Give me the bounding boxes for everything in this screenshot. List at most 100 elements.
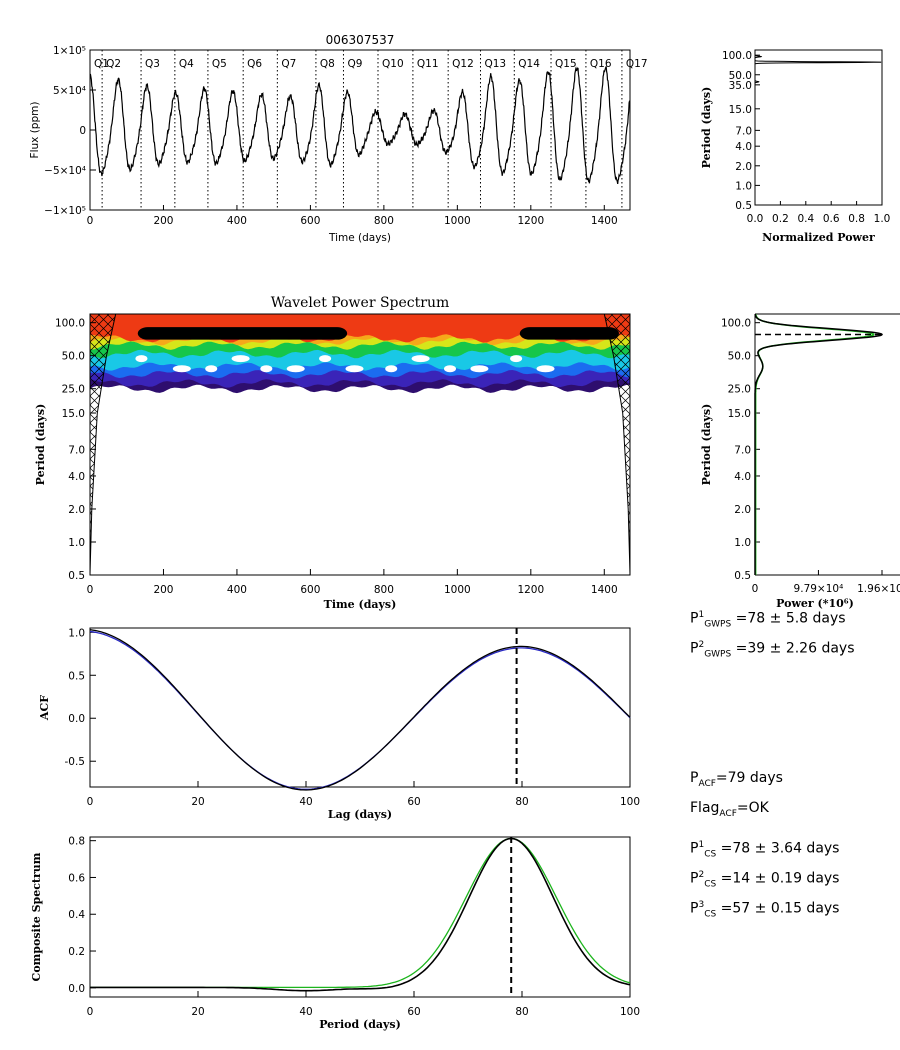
x-tick-label: 1000 <box>444 215 471 227</box>
y-tick-label: 50.0 <box>729 70 752 82</box>
y-tick-label: 0.2 <box>68 946 85 958</box>
lightcurve-series <box>89 66 631 185</box>
periodogram-xlabel: Normalized Power <box>762 231 875 244</box>
lightcurve-ylabel: Flux (ppm) <box>29 102 41 159</box>
x-tick-label: 400 <box>227 215 247 227</box>
quarter-label: Q17 <box>626 58 648 70</box>
result-acf-flag: FlagACF=OK <box>690 800 769 819</box>
composite-xlabel: Period (days) <box>319 1018 401 1031</box>
x-tick-label: 200 <box>153 215 173 227</box>
x-tick-label: 0 <box>87 584 94 596</box>
y-tick-label: 15.0 <box>62 408 85 420</box>
x-tick-label: 1200 <box>517 584 544 596</box>
wavelet-hole <box>444 365 456 373</box>
y-tick-label: 0.5 <box>734 570 751 582</box>
wavelet-hole <box>536 365 555 373</box>
quarter-label: Q3 <box>145 58 160 70</box>
y-tick-label: 1.0 <box>734 537 751 549</box>
y-tick-label: 4.0 <box>68 471 85 483</box>
wavelet-hole <box>172 365 191 373</box>
x-tick-label: 9.79×10⁴ <box>794 583 844 595</box>
quarter-label: Q16 <box>590 58 612 70</box>
wavelet-core <box>519 327 619 340</box>
quarter-label: Q9 <box>347 58 362 70</box>
acf-ylabel: ACF <box>38 695 51 721</box>
y-tick-label: 50.0 <box>728 351 751 363</box>
y-tick-label: 1.0 <box>68 537 85 549</box>
y-tick-label: 15.0 <box>728 408 751 420</box>
quarter-label: Q11 <box>417 58 439 70</box>
acf-frame <box>89 627 631 788</box>
y-tick-label: 1.0 <box>735 180 752 192</box>
y-tick-label: 0.0 <box>68 983 85 995</box>
wavelet-hole <box>411 355 430 363</box>
y-tick-label: 0.8 <box>68 836 85 848</box>
x-tick-label: 1200 <box>517 215 544 227</box>
y-tick-label: −1×10⁵ <box>44 205 86 217</box>
quarter-label: Q7 <box>281 58 296 70</box>
y-tick-label: 5×10⁴ <box>53 85 86 97</box>
x-tick-label: 0.8 <box>848 213 865 225</box>
y-tick-label: 2.0 <box>734 504 751 516</box>
wavelet-hole <box>205 365 218 373</box>
y-tick-label: 1×10⁵ <box>53 45 86 57</box>
result-gwps-2: P2GWPS =39 ± 2.26 days <box>690 640 855 660</box>
x-tick-label: 800 <box>374 215 394 227</box>
x-tick-label: 0.4 <box>797 213 814 225</box>
x-tick-label: 1400 <box>591 584 618 596</box>
x-tick-label: 1.96×10⁵ <box>857 583 900 595</box>
wavelet-hole <box>286 365 305 373</box>
x-tick-label: 1.0 <box>874 213 891 225</box>
x-tick-label: 20 <box>191 1006 204 1018</box>
wavelet-title: Wavelet Power Spectrum <box>271 295 450 311</box>
x-tick-label: 60 <box>407 796 420 808</box>
quarter-label: Q10 <box>382 58 404 70</box>
wavelet-ylabel: Period (days) <box>34 404 47 486</box>
cone-of-influence <box>603 314 630 575</box>
x-tick-label: 200 <box>153 584 173 596</box>
wavelet-hole <box>231 355 250 363</box>
x-tick-label: 40 <box>299 796 312 808</box>
result-cs-1: P1CS =78 ± 3.64 days <box>690 840 840 860</box>
y-tick-label: 4.0 <box>734 471 751 483</box>
wavelet-hole <box>260 365 273 373</box>
y-tick-label: 0.5 <box>735 200 752 212</box>
y-tick-label: 0.5 <box>68 570 85 582</box>
wavelet-xlabel: Time (days) <box>324 598 397 611</box>
x-tick-label: 0 <box>87 215 94 227</box>
y-tick-label: 1.0 <box>68 627 85 639</box>
y-tick-label: 0.4 <box>68 909 85 921</box>
x-tick-label: 0.0 <box>747 213 764 225</box>
y-tick-label: 15.0 <box>729 104 752 116</box>
x-tick-label: 100 <box>620 796 640 808</box>
lightcurve-xlabel: Time (days) <box>328 232 391 244</box>
quarter-label: Q8 <box>320 58 335 70</box>
y-tick-label: 100.0 <box>721 318 751 330</box>
acf-xlabel: Lag (days) <box>328 808 392 821</box>
quarter-label: Q6 <box>247 58 262 70</box>
composite-fit <box>90 837 631 989</box>
quarter-label: Q14 <box>518 58 540 70</box>
y-tick-label: 100.0 <box>55 318 85 330</box>
wavelet-hole <box>135 355 148 363</box>
y-tick-label: 4.0 <box>735 141 752 153</box>
y-tick-label: −5×10⁴ <box>44 165 86 177</box>
x-tick-label: 0.2 <box>772 213 789 225</box>
quarter-label: Q4 <box>179 58 194 70</box>
result-cs-2: P2CS =14 ± 0.19 days <box>690 870 840 890</box>
y-tick-label: 0.0 <box>68 713 85 725</box>
quarter-label: Q12 <box>452 58 474 70</box>
y-tick-label: 2.0 <box>735 161 752 173</box>
wavelet-hole <box>470 365 489 373</box>
acf-smoothed <box>89 630 631 790</box>
result-cs-3: P3CS =57 ± 0.15 days <box>690 900 840 920</box>
composite-ylabel: Composite Spectrum <box>30 852 43 981</box>
x-tick-label: 60 <box>407 1006 420 1018</box>
wavelet-core <box>137 327 348 340</box>
y-tick-label: 2.0 <box>68 504 85 516</box>
wavelet-map <box>90 314 630 575</box>
wavelet-hole <box>385 365 398 373</box>
y-tick-label: 50.0 <box>62 351 85 363</box>
y-tick-label: 7.0 <box>68 444 85 456</box>
